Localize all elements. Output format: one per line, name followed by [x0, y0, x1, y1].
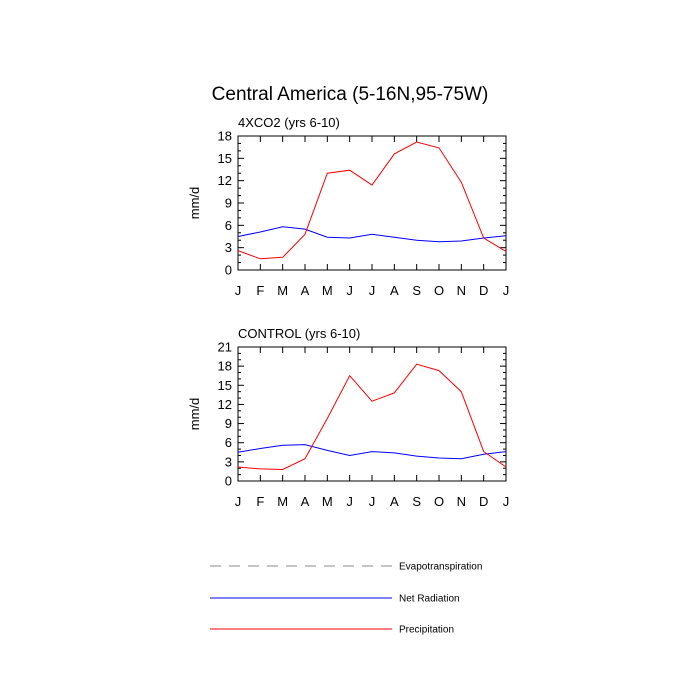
plot-frame	[237, 135, 507, 271]
y-tick-label: 3	[225, 454, 232, 469]
x-tick-label: D	[479, 283, 488, 298]
series-line-net-radiation	[237, 444, 507, 460]
panel-title: 4XCO2 (yrs 6-10)	[238, 115, 340, 130]
legend-label: Net Radiation	[399, 594, 460, 605]
y-tick-label: 12	[218, 397, 232, 412]
y-tick-label: 15	[218, 378, 232, 393]
legend-label: Evapotranspiration	[399, 562, 482, 573]
y-tick-label: 12	[218, 173, 232, 188]
x-tick-label: O	[434, 494, 444, 509]
x-tick-label: J	[369, 283, 376, 298]
y-tick-label: 18	[218, 359, 232, 374]
x-tick-label: D	[479, 494, 488, 509]
x-tick-label: A	[301, 494, 310, 509]
x-tick-label: A	[390, 494, 399, 509]
x-tick-label: N	[457, 283, 466, 298]
x-tick-label: J	[346, 494, 353, 509]
x-tick-label: S	[412, 283, 421, 298]
x-tick-label: O	[434, 283, 444, 298]
x-tick-label: F	[256, 494, 264, 509]
y-tick-label: 21	[218, 340, 232, 355]
y-tick-label: 6	[225, 218, 232, 233]
chart-title: Central America (5-16N,95-75W)	[212, 84, 489, 105]
x-tick-label: J	[503, 283, 510, 298]
legend-label: Precipitation	[399, 625, 454, 636]
y-tick-label: 15	[218, 151, 232, 166]
y-axis-label: mm/d	[187, 187, 202, 220]
x-tick-label: M	[322, 494, 333, 509]
x-tick-label: J	[235, 283, 242, 298]
x-tick-label: J	[503, 494, 510, 509]
legend: Evapotranspiration Net Radiation Precipita…	[210, 562, 482, 636]
y-tick-label: 0	[225, 474, 232, 489]
panel-title: CONTROL (yrs 6-10)	[238, 326, 360, 341]
plot-frame	[237, 346, 507, 482]
y-tick-label: 0	[225, 263, 232, 278]
x-tick-label: J	[369, 494, 376, 509]
y-tick-label: 9	[225, 196, 232, 211]
x-tick-label: M	[277, 283, 288, 298]
series-line-net-radiation	[237, 226, 507, 243]
x-tick-label: S	[412, 494, 421, 509]
x-tick-label: J	[235, 494, 242, 509]
x-tick-label: F	[256, 283, 264, 298]
x-tick-label: J	[346, 283, 353, 298]
y-tick-label: 9	[225, 416, 232, 431]
x-tick-label: A	[390, 283, 399, 298]
x-tick-label: A	[301, 283, 310, 298]
y-tick-label: 3	[225, 240, 232, 255]
y-axis-label: mm/d	[187, 398, 202, 431]
x-tick-label: M	[277, 494, 288, 509]
x-tick-label: N	[457, 494, 466, 509]
series-line-precipitation	[237, 141, 507, 260]
y-tick-label: 18	[218, 129, 232, 144]
series-line-precipitation	[237, 363, 507, 471]
x-tick-label: M	[322, 283, 333, 298]
y-tick-label: 6	[225, 435, 232, 450]
